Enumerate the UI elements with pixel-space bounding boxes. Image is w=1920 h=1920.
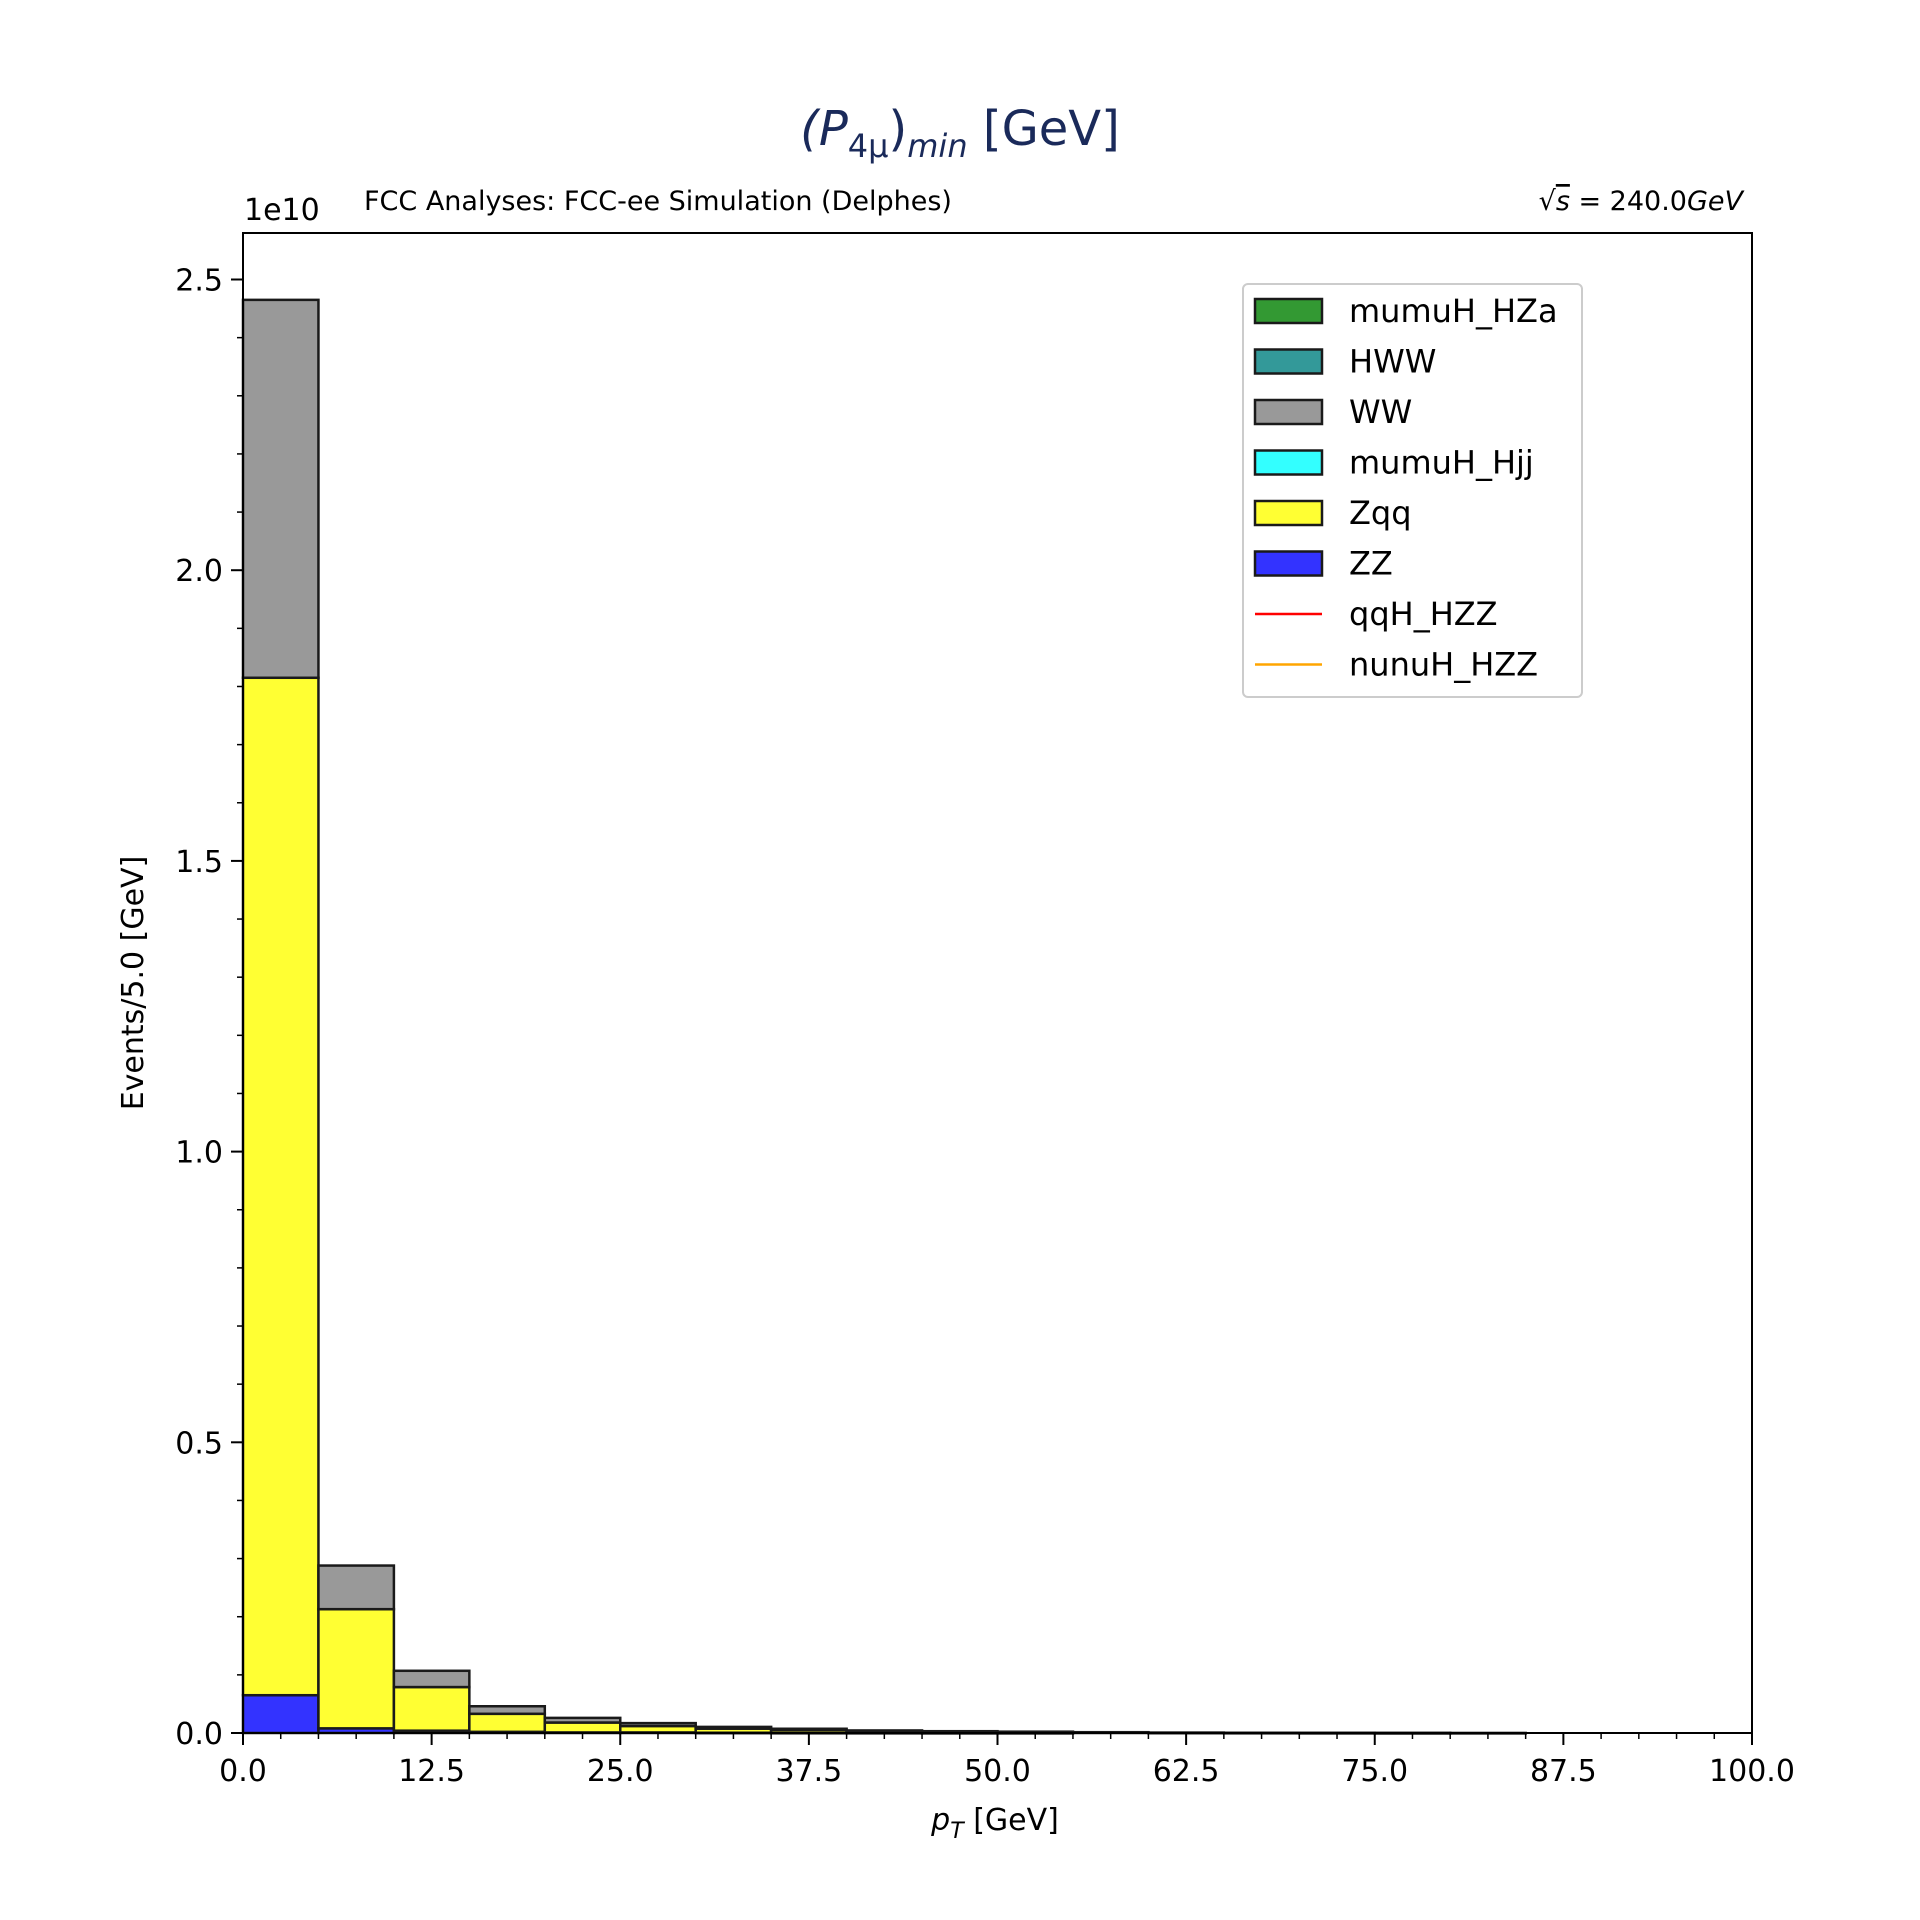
bar-WW-bin-0 (241, 298, 320, 680)
title-sub: 4μ (848, 127, 889, 165)
legend-label-WW: WW (1349, 393, 1412, 431)
ticks-layer: 0.0 12.5 25.0 37.5 50.0 62.5 75.0 87.5 100.0 0.0 0… (175, 264, 1795, 1789)
bar-WW-bin-1 (317, 1564, 396, 1611)
legend-patch-mumuH_HZa (1253, 297, 1324, 325)
legend-patch-Zqq (1253, 499, 1324, 527)
x-axis-label-unit: [GeV] (964, 1803, 1059, 1838)
bars-layer (241, 298, 1527, 1735)
bar-Zqq-bin-0 (241, 676, 320, 1697)
y-axis-label: Events/5.0 [GeV] (116, 856, 151, 1111)
bar-WW-bin-4 (543, 1716, 622, 1724)
x-tick-label: 37.5 (775, 1754, 842, 1789)
legend-label-mumuH_Hjj: mumuH_Hjj (1349, 444, 1534, 482)
legend-patch-ZZ (1253, 550, 1324, 577)
x-axis-label: pT [GeV] (930, 1803, 1059, 1844)
header-right-eq: = 240.0 (1570, 186, 1687, 217)
title-sub2: min (907, 127, 967, 165)
bar-WW-bin-6 (694, 1725, 773, 1730)
header-right-sym: √ (1539, 186, 1557, 217)
y-tick-label: 2.0 (175, 554, 223, 589)
bar-Zqq-bin-3 (468, 1712, 547, 1734)
legend-label-ZZ: ZZ (1349, 545, 1393, 583)
plot-frame (242, 232, 1753, 1734)
legend-label-mumuH_HZa: mumuH_HZa (1349, 292, 1558, 330)
bar-WW-bin-3 (468, 1705, 547, 1716)
legend-label-qqH_HZZ: qqH_HZZ (1349, 595, 1498, 633)
legend: mumuH_HZa HWW WW mumuH_Hjj Zqq ZZ qqH_HZZ nunuH… (1242, 283, 1583, 698)
bar-WW-bin-2 (392, 1669, 471, 1689)
legend-label-nunuH_HZZ: nunuH_HZZ (1349, 646, 1538, 684)
y-tick-label: 0.0 (175, 1717, 223, 1752)
y-tick-label: 2.5 (175, 264, 223, 299)
legend-label-HWW: HWW (1349, 343, 1436, 381)
legend-patch-mumuH_Hjj (1253, 449, 1324, 476)
x-tick-label: 75.0 (1341, 1754, 1408, 1789)
bar-Zqq-bin-1 (317, 1607, 396, 1730)
x-tick-label: 50.0 (964, 1754, 1031, 1789)
x-tick-label: 12.5 (398, 1754, 465, 1789)
bar-WW-bin-9 (920, 1729, 999, 1734)
y-tick-label: 1.5 (175, 845, 223, 880)
title-unit: [GeV] (968, 101, 1120, 157)
header-right-unit: GeV (1687, 186, 1746, 217)
bar-WW-bin-5 (619, 1721, 697, 1728)
title-base: (P (800, 101, 848, 157)
chart-title: (P4μ)min [GeV] (800, 101, 1120, 165)
y-offset-text: 1e10 (244, 193, 320, 228)
y-tick-label: 1.0 (175, 1136, 223, 1171)
legend-box (1242, 283, 1583, 698)
x-axis-label-p: p (930, 1803, 950, 1838)
header-right: √s = 240.0GeV (1539, 186, 1746, 217)
legend-patch-WW (1253, 398, 1324, 426)
x-tick-label: 25.0 (587, 1754, 654, 1789)
legend-patch-HWW (1253, 348, 1324, 375)
x-tick-label: 87.5 (1530, 1754, 1597, 1789)
header-left: FCC Analyses: FCC-ee Simulation (Delphes… (364, 186, 952, 217)
x-tick-label: 62.5 (1153, 1754, 1220, 1789)
y-tick-label: 0.5 (175, 1426, 223, 1461)
bar-Zqq-bin-2 (392, 1685, 471, 1732)
bar-WW-bin-8 (845, 1729, 924, 1733)
bar-WW-bin-7 (769, 1727, 848, 1732)
x-tick-label: 100.0 (1709, 1754, 1795, 1789)
legend-label-Zqq: Zqq (1349, 494, 1412, 532)
x-tick-label: 0.0 (219, 1754, 267, 1789)
title-close: ) (889, 101, 908, 157)
x-axis-label-sub: T (950, 1819, 965, 1844)
bar-ZZ-bin-0 (241, 1693, 320, 1735)
bar-Zqq-bin-4 (543, 1721, 622, 1734)
header-right-s: s (1556, 186, 1570, 217)
